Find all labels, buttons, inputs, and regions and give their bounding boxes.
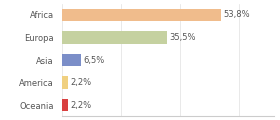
Bar — [62, 99, 68, 111]
Text: 2,2%: 2,2% — [71, 78, 92, 87]
Bar — [62, 9, 221, 21]
Text: 2,2%: 2,2% — [71, 101, 92, 110]
Bar — [62, 76, 68, 89]
Bar — [62, 31, 167, 44]
Text: 53,8%: 53,8% — [223, 10, 249, 19]
Text: 35,5%: 35,5% — [169, 33, 195, 42]
Bar — [62, 54, 81, 66]
Text: 6,5%: 6,5% — [83, 55, 104, 65]
